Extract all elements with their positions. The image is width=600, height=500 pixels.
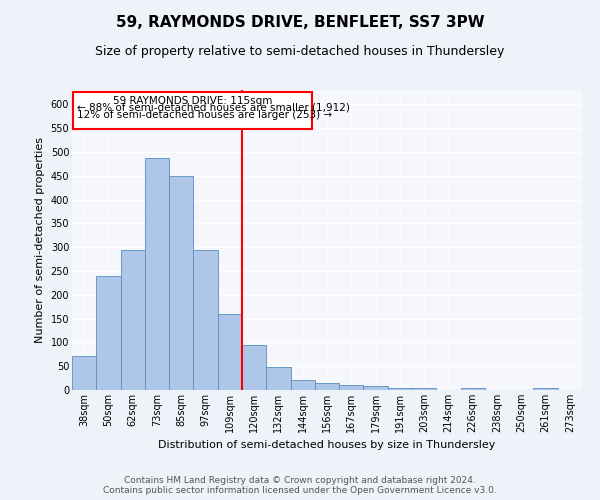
Bar (315, 383, 339, 390)
Bar (242, 345, 266, 390)
Text: ← 88% of semi-detached houses are smaller (1,912): ← 88% of semi-detached houses are smalle… (77, 103, 350, 113)
Bar (412, 388, 436, 390)
Bar (388, 388, 412, 390)
Bar (218, 314, 242, 390)
Y-axis label: Number of semi-detached properties: Number of semi-detached properties (35, 137, 45, 343)
Bar (72, 356, 96, 390)
Bar (266, 367, 290, 390)
Text: 59 RAYMONDS DRIVE: 115sqm: 59 RAYMONDS DRIVE: 115sqm (113, 96, 272, 106)
Text: 59, RAYMONDS DRIVE, BENFLEET, SS7 3PW: 59, RAYMONDS DRIVE, BENFLEET, SS7 3PW (116, 15, 484, 30)
Bar (121, 250, 145, 390)
Text: Contains HM Land Registry data © Crown copyright and database right 2024.
Contai: Contains HM Land Registry data © Crown c… (103, 476, 497, 495)
Bar (533, 388, 558, 390)
Bar (290, 380, 315, 390)
Bar (96, 276, 121, 390)
Bar (461, 388, 485, 390)
X-axis label: Distribution of semi-detached houses by size in Thundersley: Distribution of semi-detached houses by … (158, 440, 496, 450)
Bar (169, 176, 193, 390)
Bar (73, 92, 313, 129)
Bar (339, 385, 364, 390)
Bar (364, 386, 388, 390)
Text: 12% of semi-detached houses are larger (253) →: 12% of semi-detached houses are larger (… (77, 110, 332, 120)
Bar (193, 250, 218, 390)
Bar (145, 158, 169, 390)
Text: Size of property relative to semi-detached houses in Thundersley: Size of property relative to semi-detach… (95, 45, 505, 58)
